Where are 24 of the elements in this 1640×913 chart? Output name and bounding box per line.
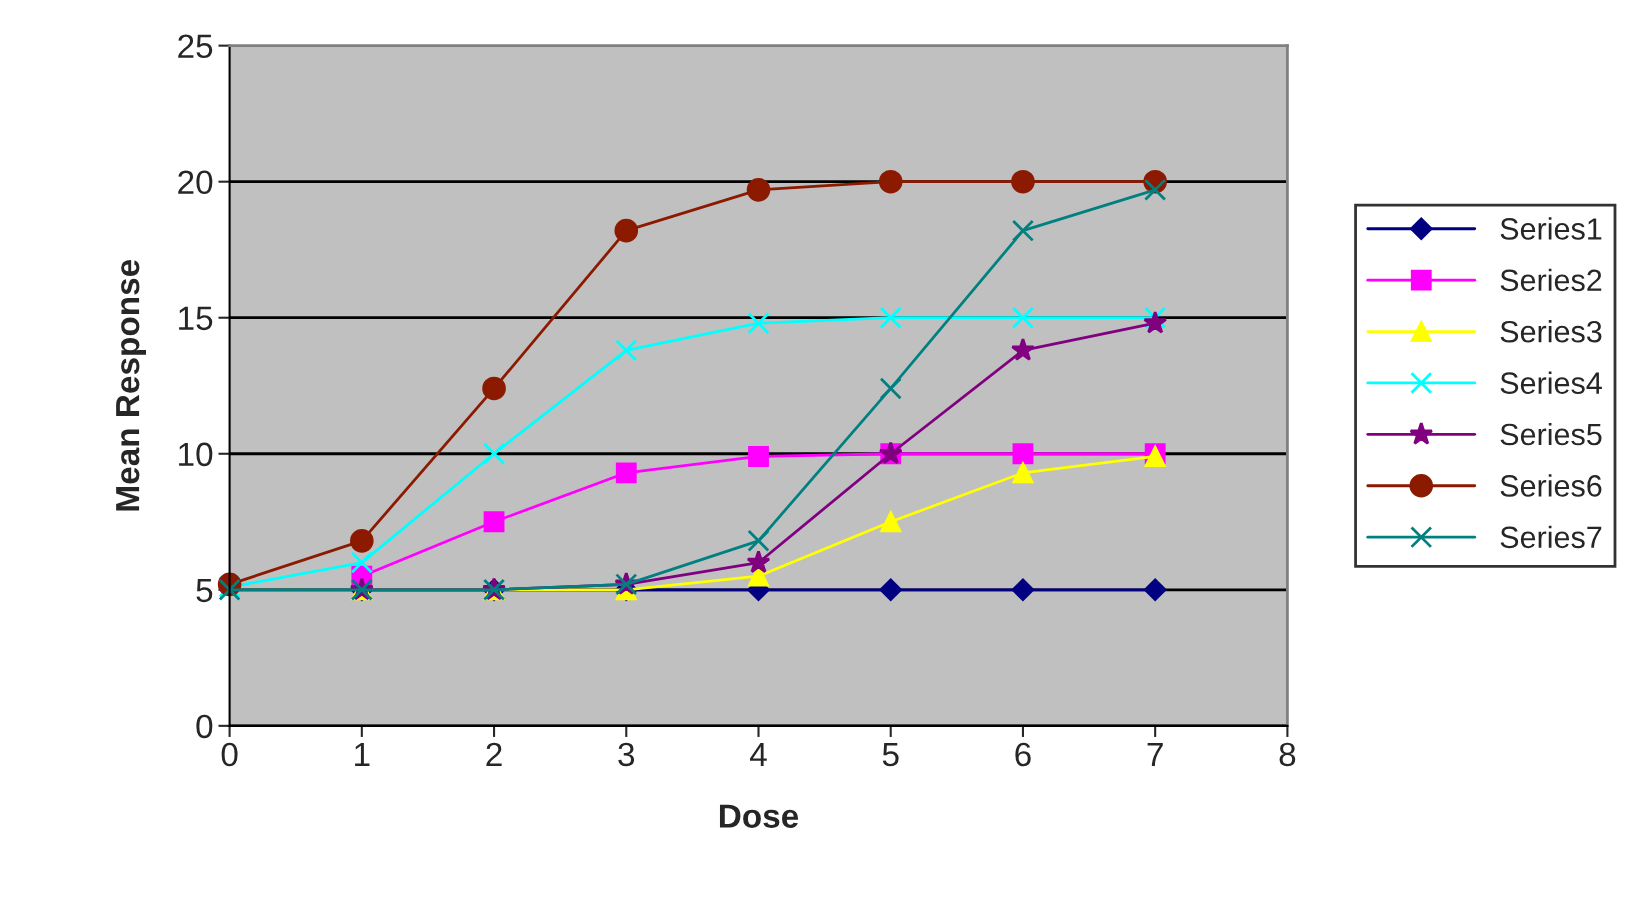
y-tick-label: 0 xyxy=(196,714,213,739)
x-tick-label: 5 xyxy=(882,743,899,767)
legend-label: Series5 xyxy=(1500,422,1602,446)
x-tick-label: 7 xyxy=(1147,743,1163,766)
x-tick-label: 8 xyxy=(1279,742,1296,767)
legend-label: Series4 xyxy=(1500,371,1602,394)
x-tick-label: 2 xyxy=(486,742,502,766)
legend-label: Series7 xyxy=(1500,525,1602,549)
legend-label: Series6 xyxy=(1500,474,1602,497)
x-tick-label: 1 xyxy=(355,743,370,766)
legend-label: Series3 xyxy=(1500,320,1602,343)
y-tick-label: 10 xyxy=(179,442,213,467)
legend-label: Series2 xyxy=(1500,268,1602,292)
x-tick-label: 3 xyxy=(618,742,635,767)
y-tick-label: 5 xyxy=(196,578,213,603)
x-tick-label: 6 xyxy=(1015,742,1031,767)
y-tick-label: 15 xyxy=(179,306,213,331)
x-axis-title: Dose xyxy=(719,804,799,828)
y-tick-label: 20 xyxy=(178,170,213,195)
y-axis-title: Mean Response xyxy=(116,259,146,511)
legend-label: Series1 xyxy=(1500,217,1602,240)
x-tick-label: 0 xyxy=(221,742,238,767)
x-tick-label: 4 xyxy=(750,743,767,766)
y-tick-label: 25 xyxy=(178,34,213,59)
